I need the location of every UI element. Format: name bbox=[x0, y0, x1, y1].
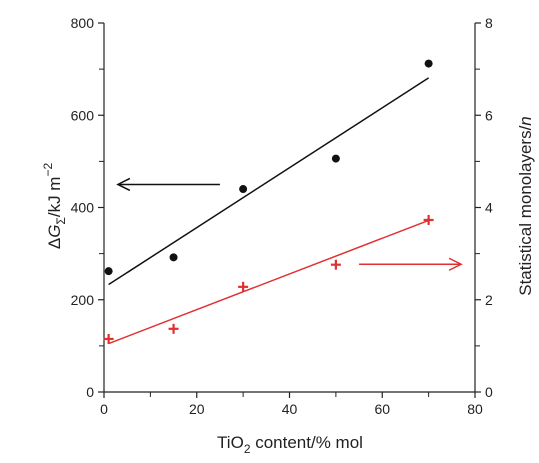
y-left-tick-label: 0 bbox=[86, 384, 94, 400]
y-right-tick-label: 8 bbox=[485, 15, 493, 31]
y-left-tick-label: 800 bbox=[71, 15, 95, 31]
point-circle bbox=[331, 154, 340, 163]
x-tick-label: 20 bbox=[189, 401, 205, 417]
point-plus bbox=[423, 214, 434, 225]
y-right-tick-label: 0 bbox=[485, 384, 493, 400]
point-circle bbox=[104, 267, 113, 276]
y-axis-left-title: ΔGΣ/kJ m−2 bbox=[41, 163, 68, 250]
point-plus bbox=[103, 333, 114, 344]
point-circle bbox=[239, 185, 248, 194]
x-tick-label: 80 bbox=[467, 401, 483, 417]
x-tick-label: 60 bbox=[374, 401, 390, 417]
y-axis-right-title: Statistical monolayers/n bbox=[516, 116, 535, 296]
arrow-head-left bbox=[116, 177, 131, 192]
point-plus bbox=[330, 259, 341, 270]
y-right-tick-label: 4 bbox=[485, 200, 493, 216]
fit-line-right bbox=[108, 219, 429, 345]
point-plus bbox=[168, 323, 179, 334]
point-circle bbox=[169, 253, 178, 262]
x-tick-label: 0 bbox=[100, 401, 108, 417]
arrow-head-right bbox=[448, 257, 463, 271]
annotation-arrows bbox=[116, 177, 463, 271]
point-circle bbox=[424, 59, 433, 68]
fit-lines bbox=[108, 77, 430, 345]
y-right-tick-label: 2 bbox=[485, 292, 493, 308]
x-axis-title: TiO2 content/% mol bbox=[217, 433, 363, 456]
y-left-tick-label: 400 bbox=[71, 200, 95, 216]
y-right-tick-label: 6 bbox=[485, 107, 493, 123]
fit-line-left bbox=[108, 77, 430, 286]
x-tick-label: 40 bbox=[282, 401, 298, 417]
y-left-tick-label: 200 bbox=[71, 292, 95, 308]
point-plus bbox=[238, 281, 249, 292]
y-left-tick-label: 600 bbox=[71, 107, 95, 123]
data-points bbox=[103, 59, 434, 344]
